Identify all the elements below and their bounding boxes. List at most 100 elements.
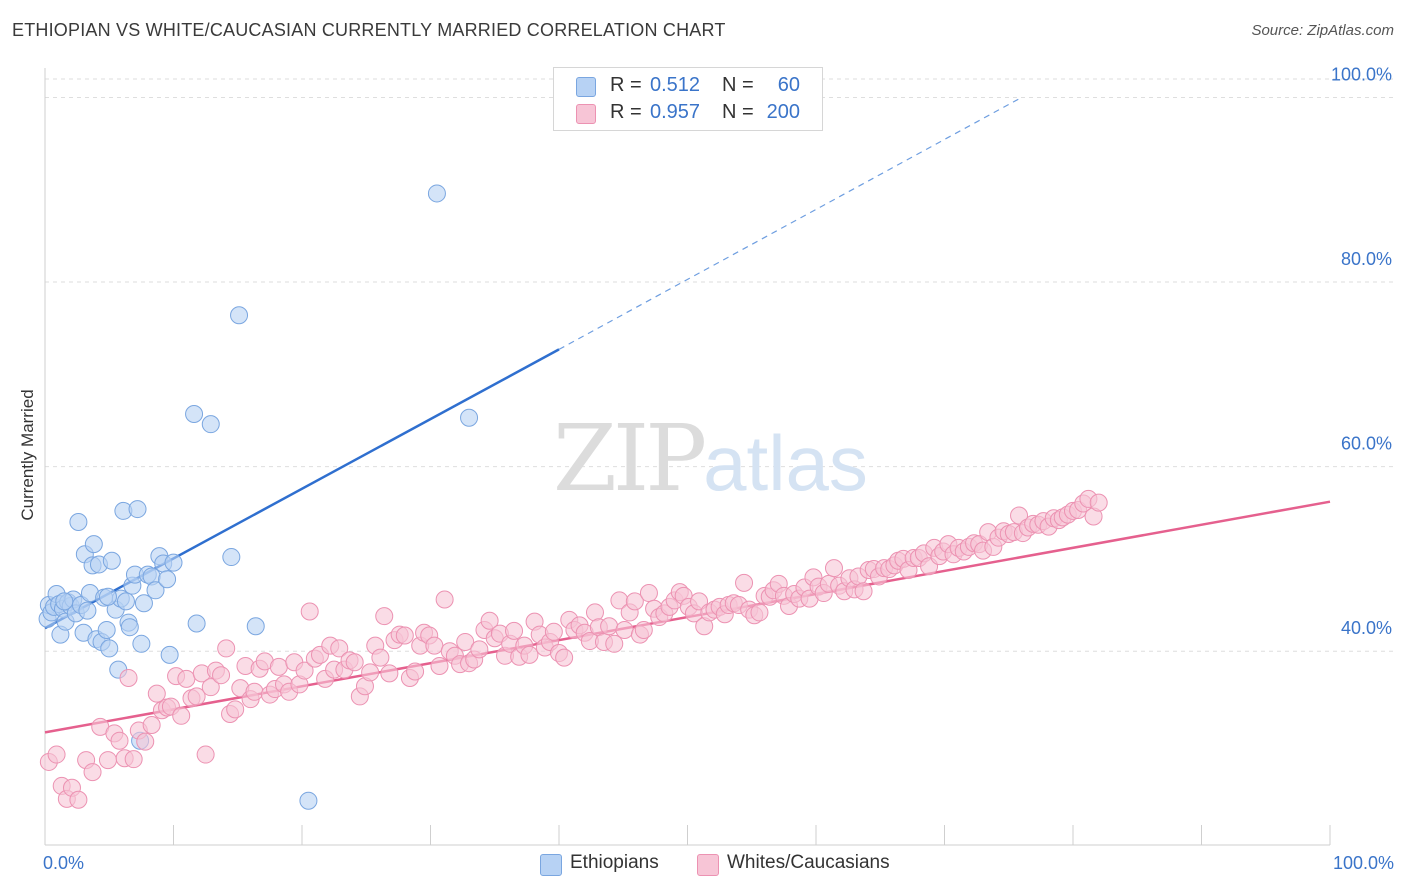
point-whites bbox=[245, 682, 264, 701]
point-whites bbox=[634, 620, 653, 639]
point-whites bbox=[217, 639, 236, 658]
point-whites bbox=[83, 763, 102, 782]
point-whites bbox=[119, 668, 138, 687]
point-ethiopians bbox=[84, 535, 103, 554]
legend-r-label: R = bbox=[610, 74, 642, 96]
point-ethiopians bbox=[201, 415, 220, 434]
point-whites bbox=[1010, 506, 1029, 525]
point-whites bbox=[615, 620, 634, 639]
point-whites bbox=[47, 745, 66, 764]
point-whites bbox=[585, 603, 604, 622]
legend-swatch-whites bbox=[697, 854, 719, 876]
legend-swatch-ethiopians bbox=[576, 77, 596, 97]
point-whites bbox=[1089, 493, 1108, 512]
point-ethiopians bbox=[100, 639, 119, 658]
point-whites bbox=[295, 661, 314, 680]
point-ethiopians bbox=[187, 614, 206, 633]
point-whites bbox=[345, 653, 364, 672]
point-ethiopians bbox=[120, 618, 139, 637]
point-ethiopians bbox=[98, 587, 117, 606]
point-ethiopians bbox=[230, 306, 249, 325]
point-whites bbox=[147, 684, 166, 703]
x-tick-label-start: 0.0% bbox=[43, 853, 84, 873]
point-whites bbox=[544, 622, 563, 641]
trend-line-ethiopians bbox=[44, 348, 560, 630]
point-ethiopians bbox=[427, 184, 446, 203]
point-whites bbox=[480, 611, 499, 630]
point-whites bbox=[177, 669, 196, 688]
point-whites bbox=[750, 603, 769, 622]
point-whites bbox=[226, 700, 245, 719]
point-ethiopians bbox=[164, 553, 183, 572]
legend-n-label: N = bbox=[722, 101, 754, 123]
point-whites bbox=[300, 602, 319, 621]
legend-n-value: 200 bbox=[766, 101, 800, 123]
legend-row-ethiopians: R = 0.512 N = 60 bbox=[554, 74, 822, 100]
point-whites bbox=[380, 664, 399, 683]
point-whites bbox=[110, 731, 129, 750]
gridlines bbox=[45, 78, 1394, 652]
point-whites bbox=[625, 592, 644, 611]
y-tick-label: 100.0% bbox=[1331, 64, 1392, 84]
point-ethiopians bbox=[160, 645, 179, 664]
point-ethiopians bbox=[69, 512, 88, 531]
point-whites bbox=[854, 582, 873, 601]
point-whites bbox=[690, 592, 709, 611]
point-ethiopians bbox=[132, 634, 151, 653]
point-whites bbox=[142, 716, 161, 735]
point-ethiopians bbox=[246, 617, 265, 636]
y-axis-label: Currently Married bbox=[18, 389, 37, 521]
point-ethiopians bbox=[78, 601, 97, 620]
tick-labels: 40.0% 60.0% 80.0% 100.0% 0.0% 100.0% bbox=[43, 64, 1394, 873]
point-ethiopians bbox=[158, 570, 177, 589]
x-tick-label-end: 100.0% bbox=[1333, 853, 1394, 873]
point-whites bbox=[600, 617, 619, 636]
legend-r-value: 0.512 bbox=[650, 74, 701, 96]
point-ethiopians bbox=[55, 592, 74, 611]
point-ethiopians bbox=[146, 581, 165, 600]
point-whites bbox=[395, 626, 414, 645]
point-ethiopians bbox=[299, 791, 318, 810]
point-whites bbox=[201, 678, 220, 697]
trend-line-ethiopians-extension bbox=[558, 96, 1022, 350]
legend-r-label: R = bbox=[610, 101, 642, 123]
point-ethiopians bbox=[102, 551, 121, 570]
point-whites bbox=[505, 621, 524, 640]
y-tick-label: 40.0% bbox=[1341, 618, 1392, 638]
legend-swatch-ethiopians bbox=[540, 854, 562, 876]
legend-r-value: 0.957 bbox=[650, 101, 701, 123]
data-points bbox=[38, 184, 1108, 810]
point-whites bbox=[136, 732, 155, 751]
axes bbox=[44, 68, 1331, 846]
point-whites bbox=[371, 648, 390, 667]
y-tick-label: 80.0% bbox=[1341, 249, 1392, 269]
point-ethiopians bbox=[116, 592, 135, 611]
point-whites bbox=[425, 636, 444, 655]
point-whites bbox=[520, 645, 539, 664]
watermark-zip: ZIP bbox=[553, 405, 707, 512]
point-whites bbox=[605, 634, 624, 653]
legend-n-value: 60 bbox=[777, 74, 800, 96]
point-whites bbox=[435, 590, 454, 609]
legend-swatch-whites bbox=[576, 104, 596, 124]
point-whites bbox=[430, 656, 449, 675]
point-whites bbox=[735, 573, 754, 592]
source-credit: Source: ZipAtlas.com bbox=[1251, 22, 1394, 39]
point-whites bbox=[361, 663, 380, 682]
legend-n-label: N = bbox=[722, 74, 754, 96]
point-whites bbox=[639, 584, 658, 603]
point-ethiopians bbox=[185, 405, 204, 424]
point-whites bbox=[555, 648, 574, 667]
point-whites bbox=[456, 632, 475, 651]
point-whites bbox=[406, 662, 425, 681]
point-whites bbox=[330, 639, 349, 658]
point-whites bbox=[375, 607, 394, 626]
point-whites bbox=[98, 751, 117, 770]
watermark-atlas: atlas bbox=[703, 419, 868, 507]
point-whites bbox=[172, 706, 191, 725]
point-whites bbox=[470, 640, 489, 659]
point-whites bbox=[124, 750, 143, 769]
watermark: ZIPatlas bbox=[553, 405, 868, 512]
stats-legend: R = 0.512 N = 60 R = 0.957 N = 200 bbox=[553, 67, 823, 131]
